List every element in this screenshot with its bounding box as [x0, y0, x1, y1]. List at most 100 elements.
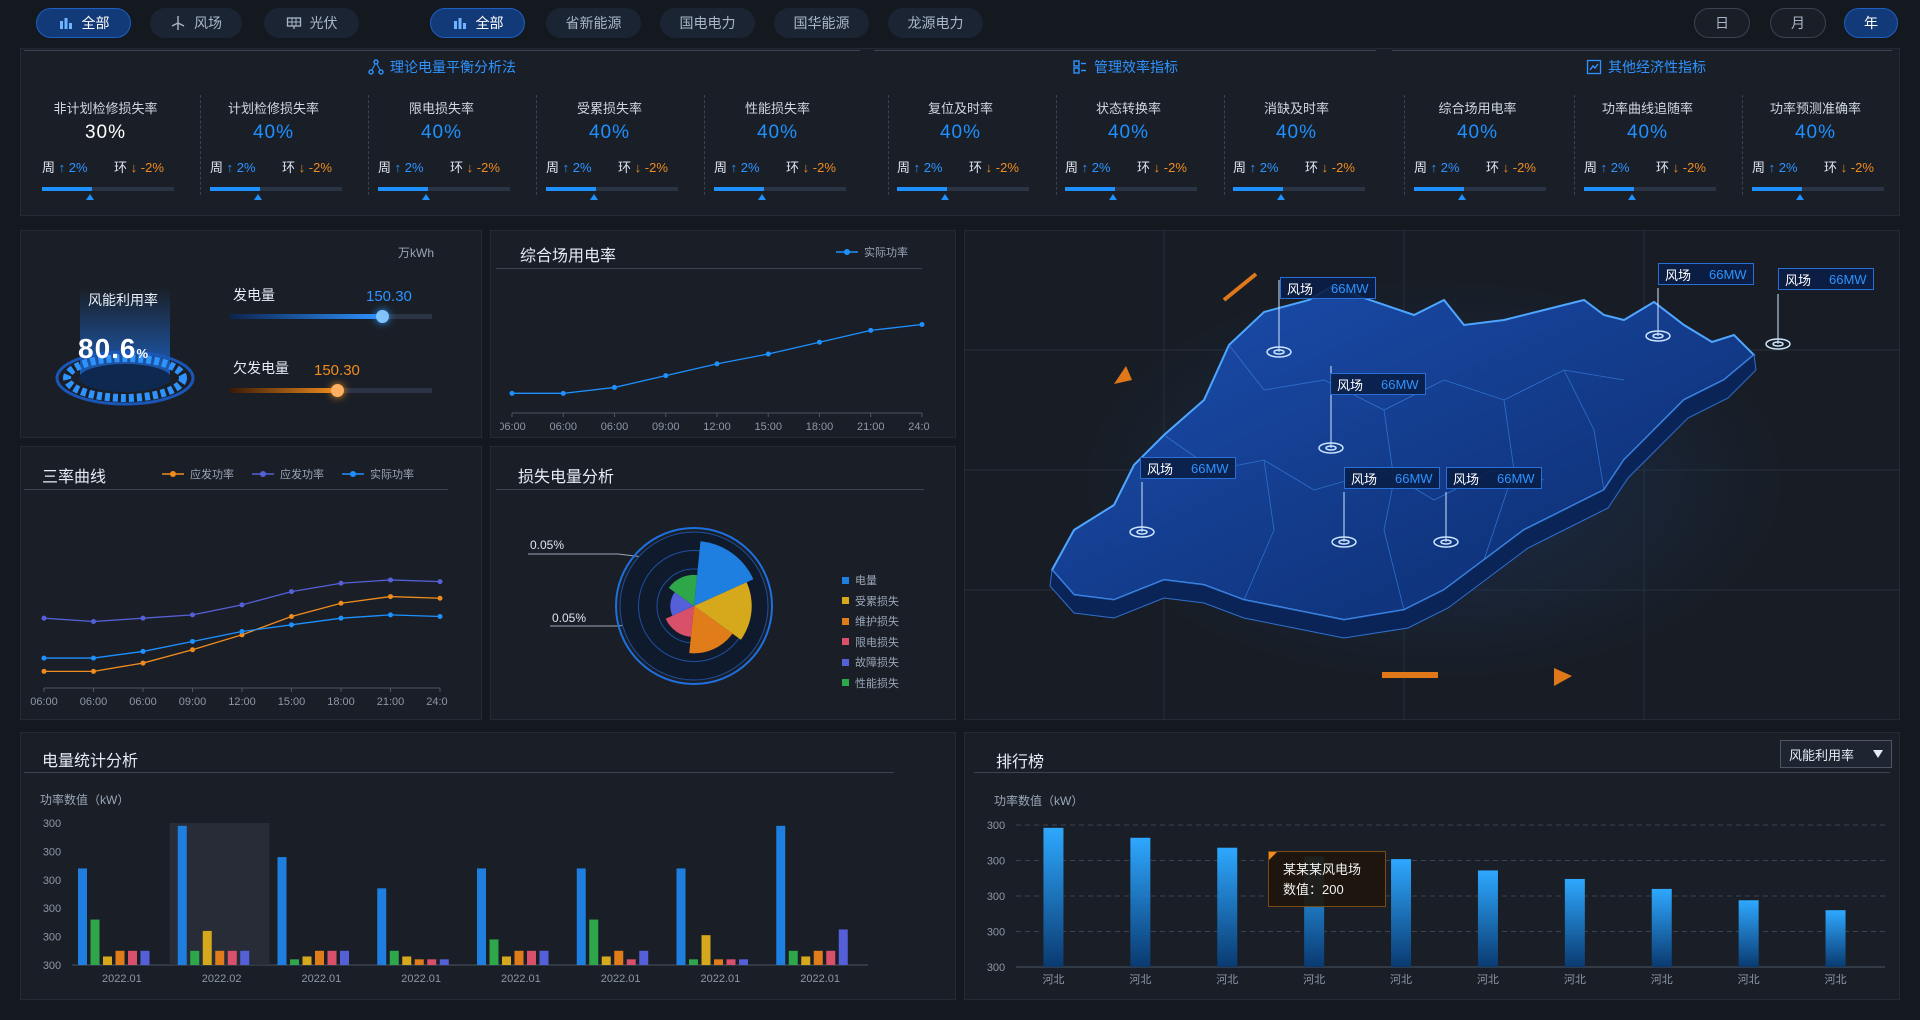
company-guohua-button[interactable]: 国华能源: [774, 8, 869, 38]
series-point[interactable]: [509, 390, 515, 396]
bar[interactable]: [277, 857, 287, 965]
bar[interactable]: [614, 950, 624, 965]
bar[interactable]: [626, 959, 636, 965]
filter-wind-button[interactable]: 风场: [150, 8, 242, 38]
company-provincial-button[interactable]: 省新能源: [546, 8, 641, 38]
ranking-bar[interactable]: [1564, 878, 1585, 967]
series-point[interactable]: [91, 619, 96, 624]
bar[interactable]: [589, 919, 599, 965]
series-point[interactable]: [817, 339, 822, 345]
series-point[interactable]: [289, 622, 294, 628]
filter-solar-button[interactable]: 光伏: [264, 8, 359, 38]
bar[interactable]: [128, 950, 137, 965]
bar[interactable]: [290, 959, 299, 965]
series-point[interactable]: [437, 579, 443, 585]
map-station-label[interactable]: 风场 66MW: [1330, 373, 1426, 395]
bar[interactable]: [402, 956, 412, 965]
bar[interactable]: [315, 950, 324, 965]
ranking-bar[interactable]: [1825, 910, 1846, 967]
bar[interactable]: [78, 868, 87, 965]
bar[interactable]: [477, 868, 486, 965]
map-station-label[interactable]: 风场 66MW: [1280, 277, 1376, 299]
series-point[interactable]: [140, 615, 146, 621]
bar[interactable]: [177, 825, 187, 965]
map-station-label[interactable]: 风场 66MW: [1140, 457, 1236, 479]
bar[interactable]: [327, 950, 337, 965]
bar[interactable]: [726, 959, 736, 965]
bar[interactable]: [539, 950, 549, 965]
map-station-label[interactable]: 风场 66MW: [1778, 268, 1874, 290]
series-point[interactable]: [41, 615, 47, 621]
series-point[interactable]: [239, 602, 245, 608]
bar[interactable]: [115, 950, 125, 965]
ranking-bar[interactable]: [1651, 888, 1672, 967]
bar[interactable]: [838, 929, 848, 966]
map-station-label[interactable]: 风场 66MW: [1446, 467, 1542, 489]
bar[interactable]: [714, 959, 723, 965]
series-point[interactable]: [388, 612, 393, 618]
series-point[interactable]: [140, 660, 146, 666]
bar[interactable]: [190, 950, 200, 965]
map-station-label[interactable]: 风场 66MW: [1344, 467, 1440, 489]
bar[interactable]: [502, 956, 511, 965]
series-point[interactable]: [239, 628, 245, 634]
series-point[interactable]: [388, 577, 393, 583]
series-point[interactable]: [338, 615, 344, 621]
bar[interactable]: [103, 956, 112, 965]
ranking-bar[interactable]: [1738, 900, 1759, 967]
period-year-button[interactable]: 年: [1844, 8, 1898, 38]
bar[interactable]: [801, 956, 811, 965]
bar[interactable]: [701, 935, 711, 965]
bar[interactable]: [414, 959, 424, 965]
ranking-bar[interactable]: [1391, 859, 1412, 967]
series-point[interactable]: [765, 351, 771, 357]
period-month-button[interactable]: 月: [1770, 8, 1826, 38]
bar[interactable]: [826, 950, 836, 965]
rose-slice[interactable]: [689, 606, 733, 654]
series-point[interactable]: [919, 322, 925, 327]
series-point[interactable]: [91, 668, 96, 674]
ranking-bar[interactable]: [1043, 827, 1064, 967]
bar[interactable]: [439, 959, 449, 965]
bar[interactable]: [527, 950, 536, 965]
bar[interactable]: [788, 950, 798, 965]
bar[interactable]: [140, 950, 150, 965]
series-point[interactable]: [560, 390, 566, 396]
bar[interactable]: [240, 950, 250, 965]
rose-slice[interactable]: [694, 541, 754, 606]
bar[interactable]: [489, 939, 499, 965]
bar[interactable]: [676, 868, 686, 965]
series-point[interactable]: [714, 361, 720, 367]
bar[interactable]: [427, 959, 437, 965]
series-point[interactable]: [388, 594, 393, 600]
generation-slider-handle[interactable]: [375, 310, 389, 323]
company-guodian-button[interactable]: 国电电力: [660, 8, 755, 38]
series-point[interactable]: [289, 589, 294, 595]
series-point[interactable]: [190, 612, 195, 618]
filter-all-button[interactable]: 全部: [36, 8, 131, 38]
series-point[interactable]: [437, 614, 443, 620]
rose-slice[interactable]: [665, 606, 694, 637]
bar[interactable]: [601, 956, 611, 965]
rose-slice[interactable]: [668, 574, 698, 606]
series-point[interactable]: [338, 580, 344, 586]
rose-slice[interactable]: [670, 592, 694, 616]
bar[interactable]: [776, 825, 786, 965]
bar[interactable]: [389, 950, 399, 965]
company-all-button[interactable]: 全部: [430, 8, 525, 38]
period-day-button[interactable]: 日: [1694, 8, 1750, 38]
ranking-bar[interactable]: [1217, 847, 1238, 967]
series-point[interactable]: [190, 638, 195, 644]
series-point[interactable]: [868, 327, 874, 333]
series-point[interactable]: [663, 373, 669, 379]
company-longyuan-button[interactable]: 龙源电力: [888, 8, 983, 38]
series-point[interactable]: [437, 595, 443, 601]
series-point[interactable]: [612, 384, 617, 390]
ranking-bar[interactable]: [1130, 837, 1151, 967]
series-point[interactable]: [190, 647, 195, 653]
ranking-metric-select[interactable]: 风能利用率: [1780, 740, 1892, 768]
ranking-bar[interactable]: [1477, 870, 1498, 967]
bar[interactable]: [90, 919, 100, 965]
series-point[interactable]: [338, 600, 344, 606]
bar[interactable]: [202, 930, 212, 965]
